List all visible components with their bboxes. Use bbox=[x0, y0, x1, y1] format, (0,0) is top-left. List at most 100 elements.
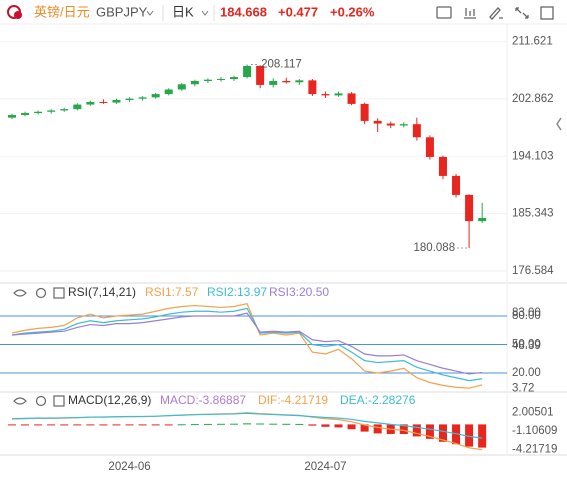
macd-bar bbox=[164, 424, 173, 426]
macd-bar bbox=[360, 424, 369, 432]
candle-body bbox=[295, 80, 304, 83]
period[interactable]: 日K bbox=[172, 4, 194, 19]
macd-bar bbox=[478, 424, 487, 448]
dropdown-arrow[interactable] bbox=[146, 10, 154, 16]
candle-body bbox=[412, 124, 421, 138]
candle-body bbox=[60, 109, 69, 111]
toolbar-icon[interactable] bbox=[540, 6, 554, 20]
candle-body bbox=[138, 97, 147, 99]
macd-bar bbox=[347, 424, 356, 430]
macd-bar bbox=[295, 423, 304, 425]
candle-body bbox=[373, 120, 382, 124]
macd-bar bbox=[230, 423, 239, 425]
macd-bar bbox=[60, 424, 69, 426]
candle-body bbox=[256, 65, 265, 85]
add-icon[interactable] bbox=[53, 395, 65, 407]
macd-bar bbox=[151, 424, 160, 426]
y-tick-label: 194.103 bbox=[512, 150, 554, 162]
candle-body bbox=[282, 80, 291, 83]
rsi-line bbox=[11, 307, 483, 382]
macd-bar bbox=[86, 424, 95, 426]
rsi-line bbox=[11, 312, 483, 375]
legend-entry: RSI1:7.57 bbox=[145, 285, 199, 299]
candle-body bbox=[216, 79, 225, 81]
candle-body bbox=[321, 94, 330, 96]
macd-bar bbox=[125, 424, 134, 426]
macd-bar bbox=[47, 424, 56, 426]
candle-body bbox=[452, 175, 461, 195]
macd-bar bbox=[243, 423, 252, 425]
candle-body bbox=[73, 104, 82, 110]
toolbar-icon[interactable] bbox=[515, 7, 529, 19]
macd-bar bbox=[203, 423, 212, 425]
macd-bar bbox=[321, 424, 330, 427]
low-annotation: 180.088 bbox=[414, 242, 456, 254]
instrument-name[interactable]: 英镑/日元 bbox=[34, 4, 90, 19]
candle-body bbox=[386, 123, 395, 126]
macd-bar bbox=[373, 424, 382, 434]
macd-bar bbox=[8, 424, 16, 426]
candle-body bbox=[190, 80, 199, 85]
candle-body bbox=[243, 65, 252, 78]
macd-bar bbox=[99, 424, 108, 426]
x-tick-label: 2024-07 bbox=[304, 461, 346, 473]
macd-bar bbox=[308, 424, 317, 426]
macd-bar bbox=[438, 424, 447, 442]
add-icon[interactable] bbox=[53, 287, 65, 299]
candle-body bbox=[399, 124, 408, 126]
candle-body bbox=[334, 93, 343, 96]
macd-bar bbox=[425, 424, 434, 439]
macd-line bbox=[11, 412, 483, 451]
legend-entry: MACD:-3.86887 bbox=[160, 393, 246, 407]
y-tick-label: -1.10609 bbox=[512, 425, 557, 437]
flag-icon bbox=[14, 11, 22, 19]
candle-body bbox=[465, 194, 474, 222]
instrument-symbol[interactable]: GBPJPY bbox=[96, 4, 148, 19]
candle-body bbox=[438, 156, 447, 176]
macd-bar bbox=[256, 423, 265, 425]
settings-icon[interactable] bbox=[35, 287, 47, 299]
y-tick-label: -4.21719 bbox=[512, 444, 557, 456]
macd-bar bbox=[269, 423, 278, 425]
macd-bar bbox=[138, 424, 147, 426]
macd-line bbox=[11, 412, 483, 439]
y-tick-label: 80.00 bbox=[512, 310, 541, 322]
legend-entry: DIF:-4.21719 bbox=[258, 393, 328, 407]
y-tick-label: 3.72 bbox=[512, 382, 534, 394]
dropdown-arrow[interactable] bbox=[201, 10, 209, 16]
y-tick-label: 2.00501 bbox=[512, 406, 554, 418]
toolbar-icon[interactable] bbox=[489, 7, 503, 20]
candle-body bbox=[112, 99, 121, 103]
macd-bar bbox=[216, 423, 225, 425]
legend-entry: DEA:-2.28276 bbox=[340, 393, 416, 407]
candle-body bbox=[347, 93, 356, 104]
panel-title: MACD(12,26,9) bbox=[68, 393, 151, 407]
candle-body bbox=[86, 101, 95, 105]
candle-body bbox=[125, 98, 134, 100]
candle-body bbox=[425, 137, 434, 157]
x-tick-label: 2024-06 bbox=[108, 461, 150, 473]
settings-icon[interactable] bbox=[35, 395, 47, 407]
macd-bar bbox=[21, 424, 30, 426]
candle-body bbox=[269, 80, 278, 85]
candle-body bbox=[308, 80, 317, 95]
collapse-arrow[interactable] bbox=[556, 117, 562, 131]
candle-body bbox=[47, 110, 56, 112]
candle-body bbox=[360, 103, 369, 121]
candle-body bbox=[34, 111, 43, 114]
y-tick-label: 202.862 bbox=[512, 93, 554, 105]
visibility-icon[interactable] bbox=[13, 289, 27, 297]
candle-body bbox=[99, 101, 108, 103]
panel-title: RSI(7,14,21) bbox=[68, 285, 136, 299]
toolbar-icon[interactable] bbox=[464, 8, 476, 19]
macd-bar bbox=[412, 424, 421, 437]
y-tick-label: 20.00 bbox=[512, 367, 541, 379]
toolbar-icon[interactable] bbox=[436, 6, 452, 19]
y-tick-label: 185.343 bbox=[512, 208, 554, 220]
macd-bar bbox=[73, 424, 82, 426]
candle-body bbox=[203, 79, 212, 81]
high-annotation: 208.117 bbox=[261, 59, 302, 71]
visibility-icon[interactable] bbox=[13, 397, 27, 405]
candle-body bbox=[177, 84, 186, 90]
macd-bar bbox=[177, 424, 186, 426]
